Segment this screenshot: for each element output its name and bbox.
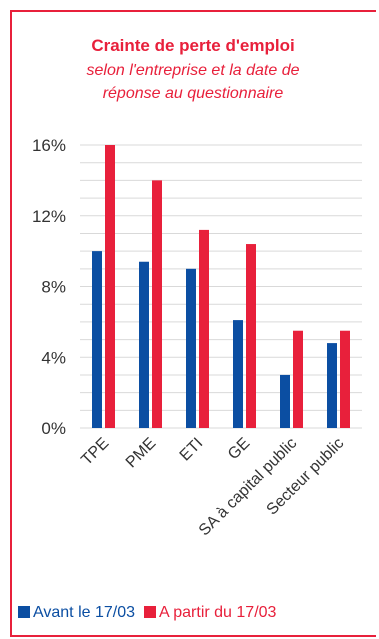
x-tick-label: ETI (177, 435, 207, 465)
chart-subtitle-line2: réponse au questionnaire (102, 85, 284, 102)
bars (92, 145, 350, 428)
chart-title: Crainte de perte d'emploi (91, 36, 295, 55)
bar-0-2 (186, 268, 196, 428)
legend-swatch-0 (18, 606, 30, 618)
legend-label-0: Avant le 17/03 (33, 604, 136, 621)
legend-item-1: A partir du 17/03 (144, 604, 276, 622)
bar-1-3 (246, 244, 256, 428)
y-tick-label: 4% (41, 348, 66, 367)
legend-item-0: Avant le 17/03 (18, 604, 135, 622)
bar-0-4 (280, 374, 290, 428)
y-tick-labels: 0% 4% 8% 12% 16% (32, 136, 66, 438)
legend-swatch-1 (144, 606, 157, 618)
bar-0-1 (139, 261, 149, 428)
legend: Avant le 17/03 A partir du 17/03 (18, 604, 376, 622)
y-tick-label: 0% (41, 419, 66, 438)
y-tick-label: 12% (32, 207, 66, 226)
x-tick-label: PME (123, 435, 160, 472)
bar-1-4 (293, 330, 303, 428)
bar-0-3 (233, 320, 243, 428)
bar-0-5 (327, 343, 337, 428)
bar-1-5 (340, 330, 350, 428)
gridlines (80, 144, 362, 429)
bar-0-0 (92, 251, 102, 428)
x-tick-label: GE (225, 435, 253, 463)
bar-1-2 (199, 229, 209, 428)
x-tick-label: TPE (78, 435, 112, 469)
bar-1-0 (105, 145, 115, 428)
chart-subtitle-line1: selon l'entreprise et la date de (86, 62, 300, 79)
y-tick-label: 8% (41, 278, 66, 297)
bar-1-1 (152, 180, 162, 428)
y-tick-label: 16% (32, 136, 66, 155)
legend-label-1: A partir du 17/03 (159, 604, 277, 621)
